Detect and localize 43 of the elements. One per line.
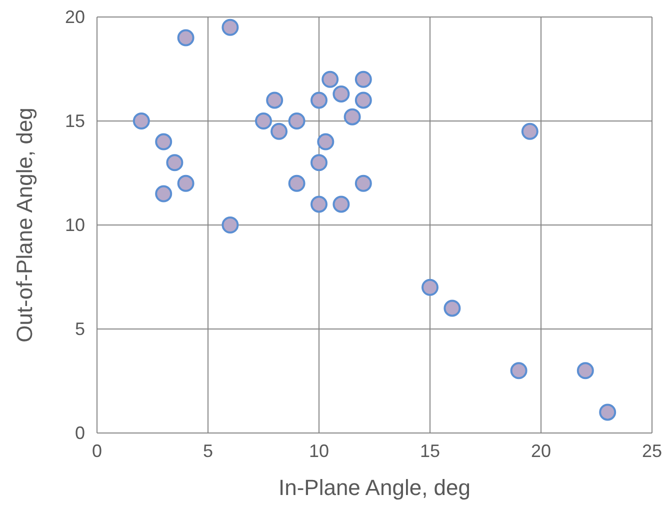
point — [155, 185, 172, 202]
point — [310, 196, 328, 213]
point — [332, 85, 350, 102]
y-axis-title: Out-of-Plane Angle, deg — [12, 108, 37, 342]
point — [422, 278, 438, 296]
point — [510, 362, 528, 380]
point — [599, 404, 616, 421]
x-tick-label: 25 — [642, 441, 662, 461]
x-tick-label: 5 — [202, 441, 214, 461]
point — [177, 174, 194, 192]
point — [155, 133, 172, 150]
point — [177, 29, 194, 46]
point — [332, 196, 350, 213]
y-tick-label: 20 — [64, 7, 85, 27]
point — [266, 92, 284, 109]
x-axis-title: In-Plane Angle, deg — [278, 475, 471, 500]
y-tick-label: 15 — [64, 111, 85, 131]
y-tick-label: 0 — [74, 423, 85, 443]
y-tick-label: 10 — [64, 215, 85, 235]
point — [310, 92, 328, 109]
y-tick-label: 5 — [74, 319, 85, 339]
x-tick-label: 10 — [308, 441, 330, 461]
point — [354, 92, 372, 109]
x-tick-label: 15 — [420, 441, 440, 461]
point — [288, 112, 306, 130]
point — [576, 362, 594, 380]
x-tick-label: 0 — [92, 441, 102, 461]
point — [270, 122, 288, 140]
point — [354, 174, 372, 192]
point — [344, 108, 361, 126]
point — [444, 300, 461, 317]
point — [310, 154, 328, 172]
point — [288, 174, 306, 192]
x-tick-label: 20 — [530, 441, 552, 461]
point — [222, 216, 239, 234]
point — [166, 154, 184, 172]
point — [222, 18, 239, 36]
point — [317, 133, 334, 150]
point — [521, 122, 538, 140]
point — [322, 70, 339, 88]
point — [354, 70, 372, 88]
point — [132, 112, 150, 130]
point — [255, 112, 272, 130]
